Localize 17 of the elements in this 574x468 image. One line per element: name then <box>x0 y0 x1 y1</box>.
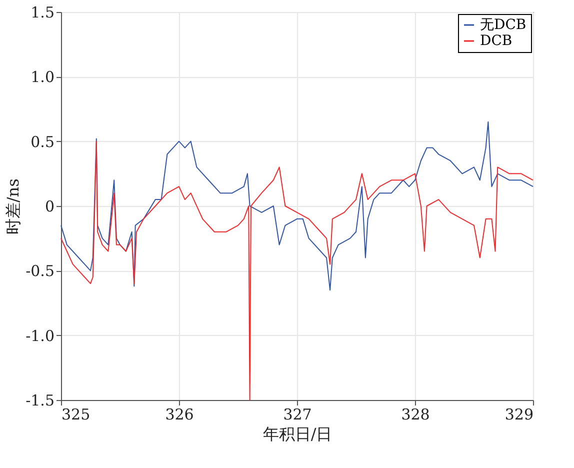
x-tick-label: 326 <box>165 406 194 424</box>
legend-label: 无DCB <box>480 17 526 33</box>
line-series <box>60 121 534 291</box>
y-tick-label: 1.0 <box>30 68 54 86</box>
x-tick-label: 328 <box>401 406 430 424</box>
y-tick-label: 0.5 <box>30 132 54 151</box>
y-axis-title: 时差/ns <box>4 178 23 234</box>
x-axis-title: 年积日/日 <box>262 424 332 444</box>
x-tick-label: 325 <box>62 406 90 424</box>
y-tick-label: -0.5 <box>26 262 54 280</box>
y-tick-label: -1.0 <box>26 326 54 345</box>
y-tick-label: 1.5 <box>30 4 54 22</box>
y-tick-label: -1.5 <box>26 392 54 410</box>
y-tick-label: 0 <box>44 198 54 216</box>
legend-label: DCB <box>480 33 512 49</box>
x-tick-label: 329 <box>504 406 534 424</box>
x-tick-label: 327 <box>283 406 312 424</box>
